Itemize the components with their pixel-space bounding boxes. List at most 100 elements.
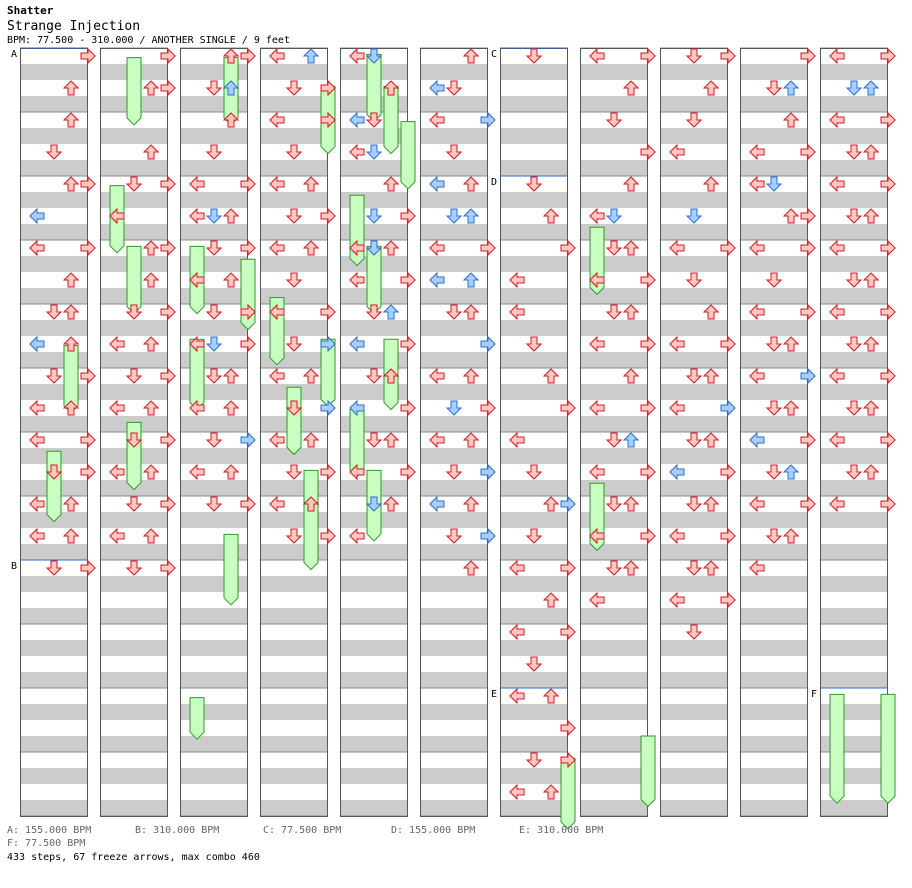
beat-stripe	[500, 288, 568, 304]
step-arrow	[462, 432, 480, 448]
freeze-arrow	[366, 245, 382, 315]
step-arrow	[365, 208, 383, 224]
step-arrow	[125, 176, 143, 192]
step-arrow	[605, 496, 623, 512]
step-arrow	[702, 368, 720, 384]
beat-stripe	[420, 128, 488, 144]
beat-stripe	[820, 64, 888, 80]
chart-column	[180, 47, 256, 817]
step-arrow	[720, 591, 736, 609]
step-arrow	[109, 399, 125, 417]
step-arrow	[782, 208, 800, 224]
step-arrow	[765, 80, 783, 96]
step-arrow	[845, 464, 863, 480]
step-arrow	[765, 400, 783, 416]
step-arrow	[382, 80, 400, 96]
beat-stripe	[660, 576, 728, 592]
step-arrow	[509, 559, 525, 577]
beat-stripe	[580, 640, 648, 656]
beat-stripe	[580, 320, 648, 336]
bpm-legend-item: C: 77.500 BPM	[263, 825, 342, 836]
beat-stripe	[180, 192, 248, 208]
beat-stripe	[740, 64, 808, 80]
step-arrow	[702, 496, 720, 512]
section-marker: F	[811, 689, 817, 700]
step-arrow	[605, 240, 623, 256]
step-arrow	[462, 208, 480, 224]
step-arrow	[525, 176, 543, 192]
beat-stripe	[580, 128, 648, 144]
step-arrow	[589, 335, 605, 353]
beat-stripe	[420, 384, 488, 400]
step-arrow	[365, 304, 383, 320]
step-arrow	[205, 208, 223, 224]
step-arrow	[880, 495, 896, 513]
step-arrow	[29, 399, 45, 417]
beat-stripe	[740, 672, 808, 688]
step-arrow	[365, 368, 383, 384]
step-arrow	[765, 176, 783, 192]
step-arrow	[685, 496, 703, 512]
step-arrow	[80, 559, 96, 577]
beat-stripe	[660, 96, 728, 112]
beat-stripe	[20, 96, 88, 112]
beat-stripe	[100, 512, 168, 528]
step-arrow	[542, 784, 560, 800]
beat-stripe	[500, 576, 568, 592]
step-arrow	[269, 431, 285, 449]
beat-stripe	[500, 96, 568, 112]
step-arrow	[480, 239, 496, 257]
step-arrow	[509, 431, 525, 449]
step-arrow	[45, 144, 63, 160]
step-arrow	[160, 239, 176, 257]
step-arrow	[560, 719, 576, 737]
step-arrow	[462, 176, 480, 192]
step-arrow	[365, 240, 383, 256]
step-chart: A B C D E F	[11, 47, 896, 830]
step-arrow	[222, 464, 240, 480]
step-arrow	[749, 303, 765, 321]
beat-stripe	[740, 192, 808, 208]
beat-stripe	[820, 384, 888, 400]
freeze-arrow	[383, 85, 399, 155]
beat-stripe	[660, 320, 728, 336]
step-arrow	[320, 527, 336, 545]
beat-stripe	[820, 512, 888, 528]
beat-stripe	[500, 384, 568, 400]
step-arrow	[622, 176, 640, 192]
beat-stripe	[580, 96, 648, 112]
beat-stripe	[740, 736, 808, 752]
step-arrow	[400, 399, 416, 417]
beat-stripe	[20, 224, 88, 240]
bpm-legend-item: E: 310.000 BPM	[519, 825, 604, 836]
chart-column	[420, 47, 496, 817]
beat-stripe	[340, 608, 408, 624]
beat-stripe	[20, 736, 88, 752]
step-arrow	[62, 336, 80, 352]
beat-stripe	[500, 608, 568, 624]
step-arrow	[62, 304, 80, 320]
step-arrow	[622, 496, 640, 512]
step-arrow	[349, 47, 365, 65]
step-arrow	[669, 399, 685, 417]
step-arrow	[462, 48, 480, 64]
step-arrow	[622, 304, 640, 320]
step-arrow	[285, 336, 303, 352]
freeze-arrow	[46, 450, 62, 523]
step-arrow	[222, 112, 240, 128]
beat-stripe	[500, 256, 568, 272]
beat-stripe	[180, 224, 248, 240]
beat-stripe	[660, 256, 728, 272]
step-arrow	[542, 496, 560, 512]
beat-stripe	[260, 448, 328, 464]
step-arrow	[829, 47, 845, 65]
beat-stripe	[20, 704, 88, 720]
step-arrow	[702, 80, 720, 96]
step-arrow	[525, 464, 543, 480]
beat-stripe	[660, 512, 728, 528]
beat-stripe	[420, 288, 488, 304]
beat-stripe	[180, 768, 248, 784]
step-arrow	[845, 400, 863, 416]
step-arrow	[480, 463, 496, 481]
beat-stripe	[100, 800, 168, 816]
